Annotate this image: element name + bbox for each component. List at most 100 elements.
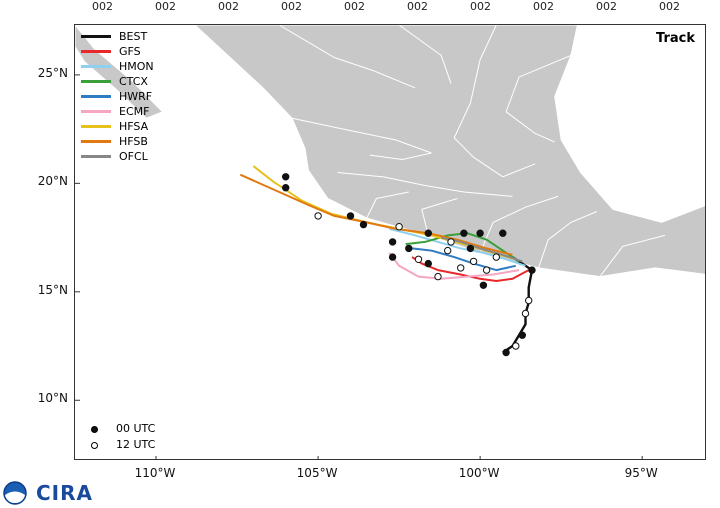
top-tick-label: 002 <box>344 0 365 13</box>
state-border-2 <box>337 172 513 197</box>
legend-swatch <box>81 125 111 128</box>
legend-item-hmon: HMON <box>81 59 154 74</box>
lat-label: 15°N <box>37 282 68 297</box>
top-tick-label: 002 <box>533 0 554 13</box>
track-hwrf <box>411 247 517 272</box>
state-border-10 <box>599 234 666 277</box>
state-border-6 <box>538 211 597 269</box>
track-marker-22 <box>447 238 455 246</box>
track-marker-14 <box>457 264 465 272</box>
state-border-7 <box>453 25 536 178</box>
track-marker-17 <box>424 259 432 268</box>
lat-label: 20°N <box>37 174 68 189</box>
lon-label: 105°W <box>296 466 338 480</box>
top-tick-label: 002 <box>155 0 176 13</box>
track-ecmf <box>388 252 520 280</box>
track-marker-2 <box>518 331 526 339</box>
legend-label: HMON <box>119 60 154 73</box>
legend-item-ctcx: CTCX <box>81 74 154 89</box>
top-tick-label: 002 <box>596 0 617 13</box>
legend-item-ecmf: ECMF <box>81 104 154 119</box>
legend-item-best: BEST <box>81 29 154 44</box>
legend-label: GFS <box>119 45 141 58</box>
legend-label: HFSA <box>119 120 149 133</box>
legend-swatch <box>81 140 111 143</box>
track-marker-7 <box>499 229 507 237</box>
legend-swatch <box>81 80 111 83</box>
top-tick-label: 002 <box>659 0 680 13</box>
map-title: Track <box>656 31 695 46</box>
utc-legend-item: 12 UTC <box>91 437 155 453</box>
track-best <box>502 256 534 354</box>
logo-text: CIRA <box>36 481 93 505</box>
track-marker-15 <box>469 257 478 266</box>
lon-label: 95°W <box>624 466 658 480</box>
track-marker-4 <box>525 296 533 305</box>
legend-item-gfs: GFS <box>81 44 154 59</box>
top-tick-label: 002 <box>407 0 428 13</box>
track-marker-12 <box>388 253 397 261</box>
cira-logo: CIRA <box>2 480 93 506</box>
track-marker-8 <box>476 229 484 237</box>
utc-label: 12 UTC <box>116 438 156 451</box>
map-panel: Track BEST GFS HMON CTCX HWRF ECMF HFSA HFSB OFC… <box>74 24 706 460</box>
state-border-4 <box>421 198 458 236</box>
track-hfsb <box>239 173 513 256</box>
noaa-logo-icon <box>3 481 27 505</box>
legend-label: HWRF <box>119 90 153 103</box>
utc-label: 00 UTC <box>116 422 156 435</box>
top-tick-label: 002 <box>281 0 302 13</box>
track-marker-10 <box>424 229 432 237</box>
track-marker-28 <box>282 184 290 192</box>
legend-label: BEST <box>119 30 148 43</box>
map-canvas <box>75 25 705 459</box>
legend-swatch <box>81 35 111 38</box>
top-tick-label: 002 <box>470 0 491 13</box>
legend-item-hfsa: HFSA <box>81 119 154 134</box>
state-border-5 <box>479 195 559 253</box>
utc-marker-icon <box>91 441 98 449</box>
legend-label: ECMF <box>119 105 150 118</box>
top-tick-label: 002 <box>218 0 239 13</box>
track-marker-9 <box>460 229 468 237</box>
track-marker-29 <box>282 173 290 181</box>
state-border-3 <box>366 191 409 219</box>
state-border-0 <box>278 25 416 89</box>
lat-label: 10°N <box>37 391 68 406</box>
legend-swatch <box>81 65 111 68</box>
legend-item-hfsb: HFSB <box>81 134 154 149</box>
baja-landmass <box>75 25 164 119</box>
track-marker-19 <box>482 266 491 274</box>
legend-label: OFCL <box>119 150 148 163</box>
lon-label: 110°W <box>134 466 176 480</box>
track-marker-0 <box>502 348 510 357</box>
legend-swatch <box>81 110 111 113</box>
legend-swatch <box>81 50 111 53</box>
track-marker-11 <box>388 238 397 246</box>
lat-label: 25°N <box>37 65 68 80</box>
track-hmon <box>389 227 526 267</box>
track-marker-13 <box>434 272 442 281</box>
utc-legend-item: 00 UTC <box>91 421 155 437</box>
track-marker-16 <box>444 246 452 255</box>
state-border-9 <box>369 152 432 161</box>
model-legend: BEST GFS HMON CTCX HWRF ECMF HFSA HFSB OFCL <box>81 29 154 164</box>
track-marker-24 <box>395 223 403 231</box>
state-border-8 <box>398 25 452 84</box>
track-marker-18 <box>492 253 500 261</box>
track-marker-21 <box>414 255 423 264</box>
legend-item-ofcl: OFCL <box>81 149 154 164</box>
track-marker-26 <box>359 220 368 229</box>
track-marker-6 <box>479 281 488 289</box>
track-marker-3 <box>521 309 530 318</box>
track-marker-25 <box>346 212 355 220</box>
legend-label: HFSB <box>119 135 148 148</box>
utc-marker-icon <box>91 425 98 433</box>
track-marker-27 <box>314 212 322 220</box>
state-border-1 <box>291 117 432 154</box>
top-tick-label: 002 <box>92 0 113 13</box>
track-marker-1 <box>512 342 520 350</box>
track-marker-23 <box>466 244 475 253</box>
track-marker-20 <box>405 244 413 253</box>
utc-legend: 00 UTC 12 UTC <box>91 421 155 453</box>
